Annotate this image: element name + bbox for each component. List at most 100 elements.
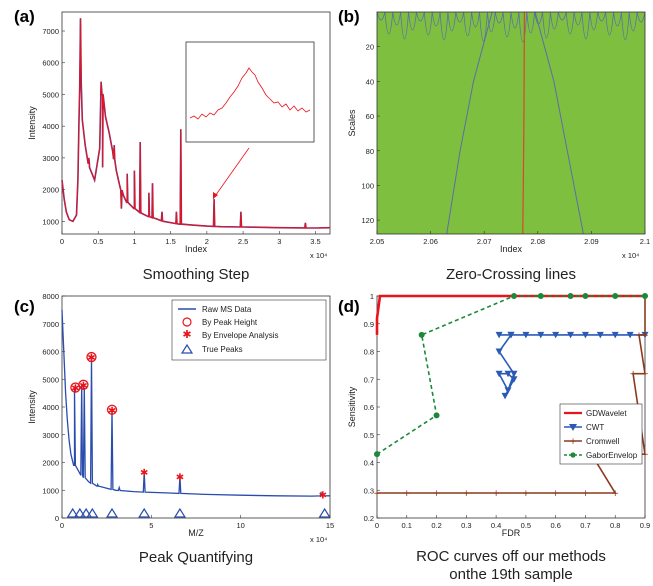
panel-b-ytick-label: 120 [361, 216, 374, 225]
panel-b-background [377, 12, 645, 234]
panel-d-ytick-label: 0.2 [364, 514, 374, 523]
panel-d-xtick-label: 0.1 [402, 521, 412, 530]
panel-d-xtick-label: 0.4 [491, 521, 501, 530]
panel-c-multiplier: x 10⁴ [310, 535, 327, 544]
panel-d-gabor-marker [374, 451, 380, 457]
panel-d-cromwell-marker: + [629, 370, 637, 380]
panel-a-inset [186, 42, 314, 142]
panel-d-ytick-label: 0.5 [364, 431, 374, 440]
panel-d-legend: GDWavelet CWT + Cromwell GaborEnvelop [560, 404, 642, 464]
panel-b-xlabel: Index [500, 244, 523, 254]
panel-c-envelope-marker: ✱ [140, 468, 148, 479]
panel-d-gabor-marker [568, 293, 574, 299]
panel-d-ylabel: Sensitivity [347, 386, 357, 427]
panel-a-xtick-label: 1 [132, 237, 136, 246]
legend-cromwell-label: Cromwell [586, 437, 620, 446]
panel-a-ytick-label: 7000 [42, 27, 59, 36]
panel-c-xtick-label: 5 [149, 521, 153, 530]
panel-a-xlabel: Index [185, 244, 208, 254]
panel-b: (b) 2.05 2.06 2.07 2.08 2.09 2.1 20 40 60 80 100 12… [338, 7, 650, 283]
panel-d-gabor-marker [511, 293, 517, 299]
panel-c-ytick-label: 3000 [42, 431, 59, 440]
panel-d-ytick-label: 0.8 [364, 348, 374, 357]
panel-a-xtick-label: 3 [277, 237, 281, 246]
panel-d-cromwell-marker: + [641, 331, 649, 341]
panel-d-ytick-label: 1 [370, 292, 374, 301]
panel-d-gabor-marker [582, 293, 588, 299]
panel-d-caption-line2: onthe 19th sample [449, 566, 572, 583]
panel-d-gabor-marker [642, 293, 648, 299]
panel-b-ytick-label: 80 [366, 147, 374, 156]
panel-b-xtick-label: 2.09 [584, 237, 599, 246]
panel-d-xtick-label: 0.5 [521, 521, 531, 530]
panel-b-xtick-label: 2.07 [477, 237, 492, 246]
panel-c-ytick-label: 7000 [42, 320, 59, 329]
panel-d-gabor-marker [538, 293, 544, 299]
legend-gabor-label: GaborEnvelop [586, 451, 638, 460]
panel-b-multiplier: x 10⁴ [622, 251, 639, 260]
panel-c-envelope-marker: ✱ [87, 353, 95, 364]
panel-b-xtick-label: 2.08 [530, 237, 545, 246]
panel-a-ytick-label: 4000 [42, 122, 59, 131]
panel-c-envelope-marker: ✱ [79, 381, 87, 392]
panel-d-cromwell-marker: + [463, 489, 471, 499]
legend-peak-height-label: By Peak Height [202, 318, 258, 327]
panel-a-xtick-label: 3.5 [310, 237, 320, 246]
panel-d-cromwell-marker: + [522, 489, 530, 499]
panel-c-caption: Peak Quantifying [139, 549, 253, 566]
panel-c-ylabel: Intensity [27, 390, 37, 424]
panel-b-ytick-label: 20 [366, 43, 374, 52]
legend-envelope-label: By Envelope Analysis [202, 331, 279, 340]
panel-b-letter: (b) [338, 7, 360, 26]
panel-c-envelope-marker: ✱ [108, 406, 116, 417]
panel-b-ylabel: Scales [347, 109, 357, 137]
panel-d-ytick-label: 0.6 [364, 403, 374, 412]
legend-cromwell-marker: + [569, 437, 577, 447]
panel-d-gabor-marker [434, 412, 440, 418]
panel-d-cromwell-marker: + [641, 370, 649, 380]
panel-b-xtick-label: 2.1 [640, 237, 650, 246]
panel-b-xtick-label: 2.06 [423, 237, 438, 246]
panel-a-xtick-label: 0.5 [93, 237, 103, 246]
panel-d-cromwell-marker: + [611, 489, 619, 499]
panel-d-cromwell-marker: + [552, 489, 560, 499]
panel-a-multiplier: x 10⁴ [310, 251, 327, 260]
panel-d-caption-line1: ROC curves off our methods [416, 548, 606, 565]
legend-raw-label: Raw MS Data [202, 305, 252, 314]
panel-c-ytick-label: 8000 [42, 292, 59, 301]
panel-b-xtick-label: 2.05 [370, 237, 385, 246]
panel-d-xtick-label: 0.9 [640, 521, 650, 530]
legend-cwt-label: CWT [586, 423, 604, 432]
legend-gdwavelet-label: GDWavelet [586, 409, 627, 418]
panel-c-ytick-label: 5000 [42, 375, 59, 384]
panel-d-xtick-label: 0.3 [461, 521, 471, 530]
panel-d-xtick-label: 0 [375, 521, 379, 530]
legend-envelope-swatch: ✱ [182, 328, 191, 341]
panel-b-ytick-label: 100 [361, 181, 374, 190]
panel-d-cromwell-marker: + [403, 489, 411, 499]
panel-b-ytick-label: 60 [366, 112, 374, 121]
panel-b-ytick-label: 40 [366, 77, 374, 86]
panel-d-gabor-marker [419, 332, 425, 338]
panel-d-xtick-label: 0.8 [610, 521, 620, 530]
panel-c-xlabel: M/Z [188, 528, 204, 538]
panel-c-xtick-label: 15 [326, 521, 334, 530]
panel-d-ytick-label: 0.4 [364, 459, 374, 468]
panel-a-ytick-label: 1000 [42, 217, 59, 226]
panel-c-ytick-label: 2000 [42, 459, 59, 468]
panel-d-cromwell-marker: + [373, 489, 381, 499]
panel-b-caption: Zero-Crossing lines [446, 266, 576, 283]
panel-c-envelope-marker: ✱ [176, 472, 184, 483]
panel-a-ytick-label: 3000 [42, 154, 59, 163]
panel-a-ytick-label: 5000 [42, 90, 59, 99]
panel-d-gabor-marker [612, 293, 618, 299]
panel-c-envelope-marker: ✱ [319, 490, 327, 501]
panel-a-caption: Smoothing Step [143, 266, 250, 283]
panel-d-ytick-label: 0.9 [364, 320, 374, 329]
panel-d-cromwell-marker: + [433, 489, 441, 499]
panel-a-ylabel: Intensity [27, 106, 37, 140]
panel-c-ytick-label: 6000 [42, 348, 59, 357]
panel-d-cromwell-marker: + [641, 450, 649, 460]
panel-c-ytick-label: 0 [55, 514, 59, 523]
